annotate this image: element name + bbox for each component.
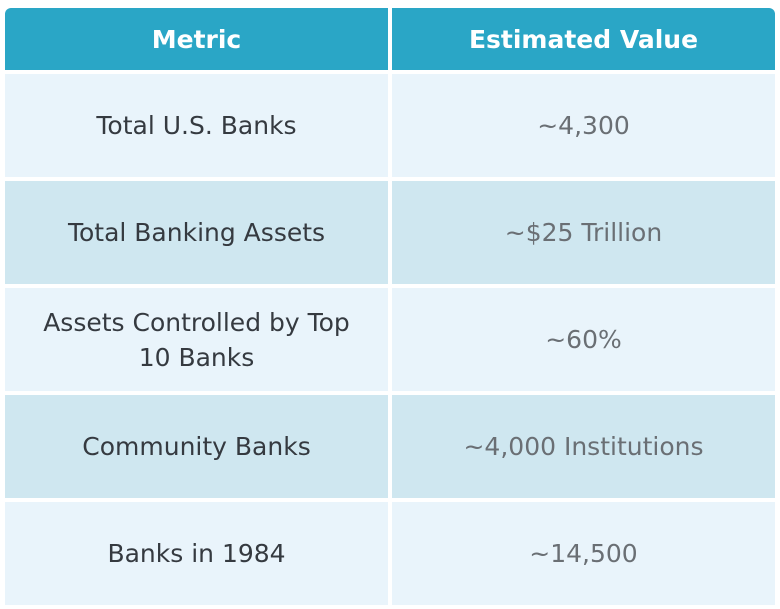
banking-metrics-table: Metric Estimated Value Total U.S. Banks … <box>5 8 775 605</box>
table-row-metric: Banks in 1984 <box>5 502 388 605</box>
header-estimated-value: Estimated Value <box>392 8 775 70</box>
table-row-value: ~4,300 <box>392 74 775 177</box>
table-row-metric: Community Banks <box>5 395 388 498</box>
table-row-metric: Total U.S. Banks <box>5 74 388 177</box>
table-row-metric: Total Banking Assets <box>5 181 388 284</box>
header-metric: Metric <box>5 8 388 70</box>
table-row-value: ~4,000 Institutions <box>392 395 775 498</box>
table-row-metric: Assets Controlled by Top 10 Banks <box>5 288 388 391</box>
table-row-value: ~60% <box>392 288 775 391</box>
table-row-value: ~14,500 <box>392 502 775 605</box>
table-row-value: ~$25 Trillion <box>392 181 775 284</box>
